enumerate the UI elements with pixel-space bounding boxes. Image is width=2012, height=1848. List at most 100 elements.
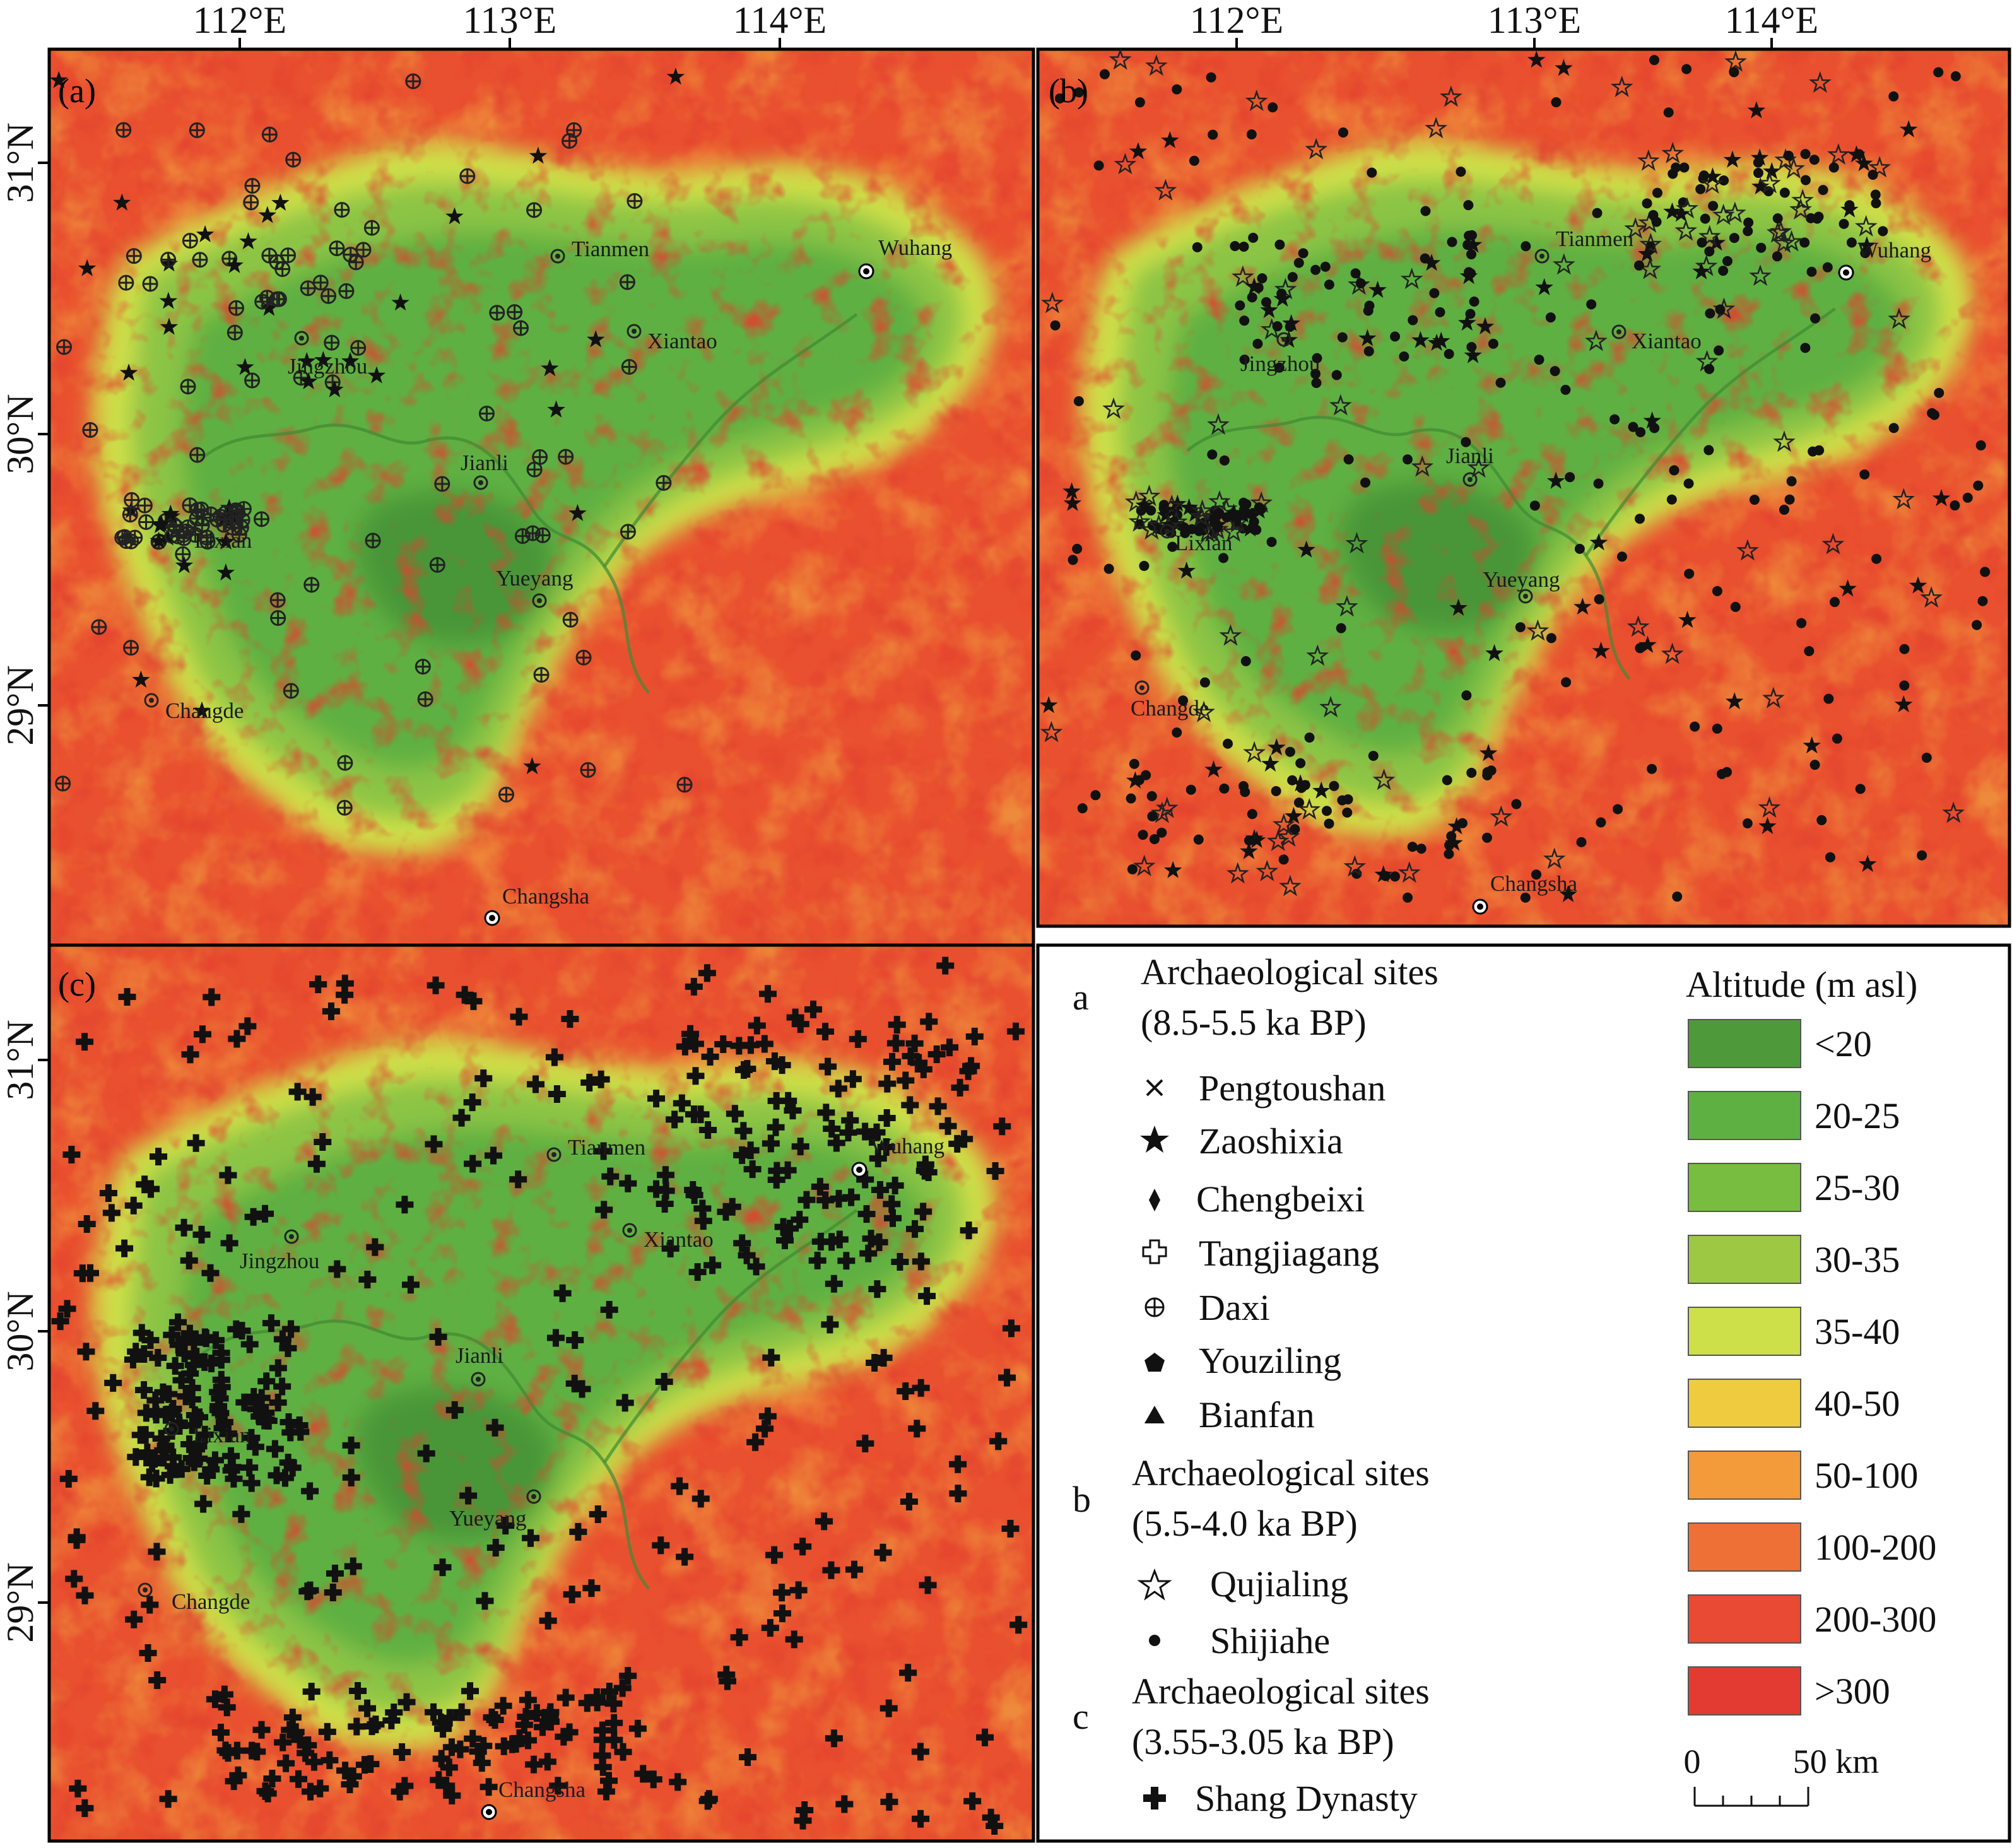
site-marker	[1838, 579, 1857, 597]
site-marker	[1466, 249, 1477, 260]
site-marker	[1700, 172, 1724, 194]
site-marker	[257, 1372, 276, 1391]
site-marker	[1306, 644, 1329, 666]
site-marker	[184, 1356, 203, 1374]
city-label-xiantao-b: Xiantao	[1632, 329, 1702, 353]
site-marker	[1293, 797, 1304, 808]
site-marker	[1290, 824, 1300, 835]
site-marker	[76, 1033, 94, 1051]
site-marker	[1129, 142, 1148, 160]
site-marker	[669, 1773, 687, 1791]
site-marker	[1416, 844, 1427, 854]
site-marker	[271, 193, 290, 211]
site-marker	[880, 1699, 898, 1717]
site-marker	[1390, 871, 1401, 882]
site-marker	[211, 1723, 230, 1741]
site-marker	[405, 73, 421, 90]
site-marker	[145, 1450, 163, 1468]
site-marker	[156, 1437, 175, 1455]
site-marker	[1488, 338, 1498, 349]
site-marker	[1154, 179, 1177, 201]
site-marker	[1345, 532, 1368, 554]
site-marker	[1127, 864, 1138, 874]
site-marker	[78, 259, 97, 276]
site-marker	[1090, 790, 1101, 801]
site-marker	[905, 1034, 924, 1052]
site-marker	[118, 274, 134, 291]
site-marker	[1729, 233, 1739, 244]
site-marker	[321, 1751, 339, 1769]
site-marker	[1703, 167, 1722, 185]
site-marker	[1246, 129, 1257, 140]
site-marker	[1248, 232, 1259, 243]
site-marker	[263, 1769, 281, 1787]
site-marker	[185, 1333, 203, 1351]
site-marker	[363, 1717, 381, 1736]
site-marker	[1189, 505, 1213, 527]
site-marker	[1705, 308, 1715, 319]
site-marker	[914, 1060, 932, 1078]
site-marker	[1063, 493, 1082, 511]
site-marker	[1461, 437, 1471, 447]
site-marker	[342, 1468, 360, 1486]
site-marker	[949, 1485, 967, 1503]
site-marker	[767, 1092, 785, 1110]
site-marker	[547, 400, 565, 418]
site-marker	[703, 1256, 722, 1274]
site-marker	[139, 1644, 157, 1663]
site-marker	[209, 512, 226, 528]
site-marker	[912, 1379, 930, 1397]
altitude-class-label: 50-100	[1815, 1455, 1918, 1496]
city-label-yueyang-c: Yueyang	[449, 1506, 526, 1531]
site-marker	[1808, 446, 1818, 457]
site-marker	[219, 1425, 237, 1443]
site-marker	[1001, 1519, 1020, 1538]
site-marker	[223, 1458, 242, 1476]
site-marker	[524, 1755, 543, 1774]
site-marker	[55, 775, 71, 792]
site-marker	[1247, 830, 1266, 848]
city-label-changsha-a: Changsha	[502, 884, 590, 909]
site-marker	[1708, 201, 1719, 211]
site-marker	[1192, 700, 1216, 722]
site-marker	[175, 527, 192, 543]
site-marker	[1766, 221, 1789, 243]
city-label-jianli-a: Jianli	[461, 450, 509, 475]
legend-sites: a Archaeological sites (8.5-5.5 ka BP) P…	[1073, 951, 1438, 1819]
site-marker	[1268, 738, 1286, 756]
site-marker	[597, 1782, 615, 1801]
legend-altitude: Altitude (m asl) <20 20-25 25-30 30-35 35-40…	[1686, 964, 1936, 1716]
site-marker	[474, 1737, 493, 1755]
site-marker	[986, 1162, 1004, 1180]
site-marker	[573, 1380, 591, 1398]
site-marker	[1461, 690, 1472, 701]
site-marker	[862, 1127, 881, 1146]
site-marker	[1546, 471, 1565, 489]
lat-label-a-31: 31°N	[0, 122, 41, 203]
site-marker	[794, 1811, 812, 1830]
site-marker	[998, 1368, 1016, 1387]
site-marker	[1546, 633, 1556, 644]
site-marker	[681, 1025, 699, 1043]
site-marker	[1425, 117, 1448, 139]
site-marker	[86, 1402, 105, 1420]
site-marker	[856, 1434, 874, 1452]
site-marker	[175, 1330, 194, 1348]
site-marker	[1784, 494, 1795, 505]
site-marker	[1403, 892, 1413, 903]
site-marker	[69, 1779, 87, 1798]
site-marker	[1482, 770, 1493, 780]
site-marker	[341, 351, 360, 369]
site-marker	[1610, 75, 1633, 97]
site-marker	[118, 988, 136, 1006]
site-marker	[883, 1195, 901, 1213]
site-marker	[694, 1212, 712, 1230]
site-marker	[1241, 519, 1259, 537]
site-marker	[796, 1801, 814, 1820]
site-marker	[1975, 440, 1986, 450]
site-marker	[1534, 355, 1544, 365]
site-marker	[688, 1263, 707, 1281]
site-marker	[976, 1728, 994, 1746]
site-marker	[565, 1374, 584, 1392]
site-marker	[604, 1695, 623, 1713]
